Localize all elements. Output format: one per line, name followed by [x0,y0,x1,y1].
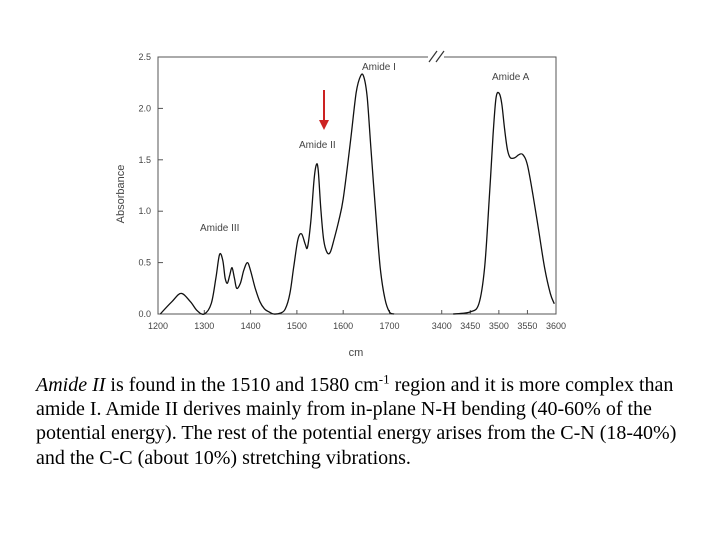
spectrum-line-amide-a [453,91,555,315]
y-axis-title: Absorbance [115,165,127,224]
annotation-amide-a: Amide A [492,72,530,83]
annotation-amide-i: Amide I [362,62,396,73]
x-tick-label: 3450 [460,321,480,331]
x-tick-label: 1500 [287,321,307,331]
spectrum-line-fingerprint [159,73,395,315]
x-tick-label: 1700 [379,321,399,331]
amide-ii-arrow [319,90,329,130]
x-tick-label: 3550 [517,321,537,331]
y-tick-label: 2.5 [138,52,151,62]
caption-part-1: is found in the 1510 and 1580 cm [105,374,379,396]
y-tick-label: 1.0 [138,206,151,216]
y-tick-label: 0.0 [138,309,151,319]
axis-break-marks [428,50,445,63]
x-axis-ticks: 1200 1300 1400 1500 1600 1700 3400 3450 3500 3550… [148,310,566,331]
caption-superscript: -1 [378,371,390,387]
annotation-amide-iii: Amide III [200,223,239,234]
x-tick-label: 1400 [241,321,261,331]
y-axis-ticks: 0.0 0.5 1.0 1.5 2.0 2.5 [138,52,163,319]
annotation-amide-ii: Amide II [299,140,336,151]
caption-part-2: region and it is more complex than amide… [36,374,677,469]
spectrum-series [159,73,555,315]
x-axis-title: cm [349,347,364,359]
plot-frame [157,56,557,315]
amide-ii-arrow-head [319,120,329,130]
ir-spectrum-chart: 0.00.51.01.52.02.5 1200 1300 1400 1500 1600 1… [115,50,566,359]
x-tick-label: 3400 [432,321,452,331]
x-tick-label: 3600 [546,321,566,331]
y-tick-label: 2.0 [138,103,151,113]
axis-break-slash-2 [435,50,445,63]
x-tick-label: 1300 [194,321,214,331]
caption-paragraph: Amide II is found in the 1510 and 1580 c… [36,371,686,470]
y-tick-label: 1.5 [138,155,151,165]
axis-break-slash-1 [428,50,438,63]
axis-break-gap [428,51,444,63]
caption-lead: Amide II [36,374,106,396]
x-tick-label: 1600 [333,321,353,331]
y-tick-label: 0.5 [138,258,151,268]
x-tick-label: 3500 [489,321,509,331]
x-tick-label: 1200 [148,321,168,331]
